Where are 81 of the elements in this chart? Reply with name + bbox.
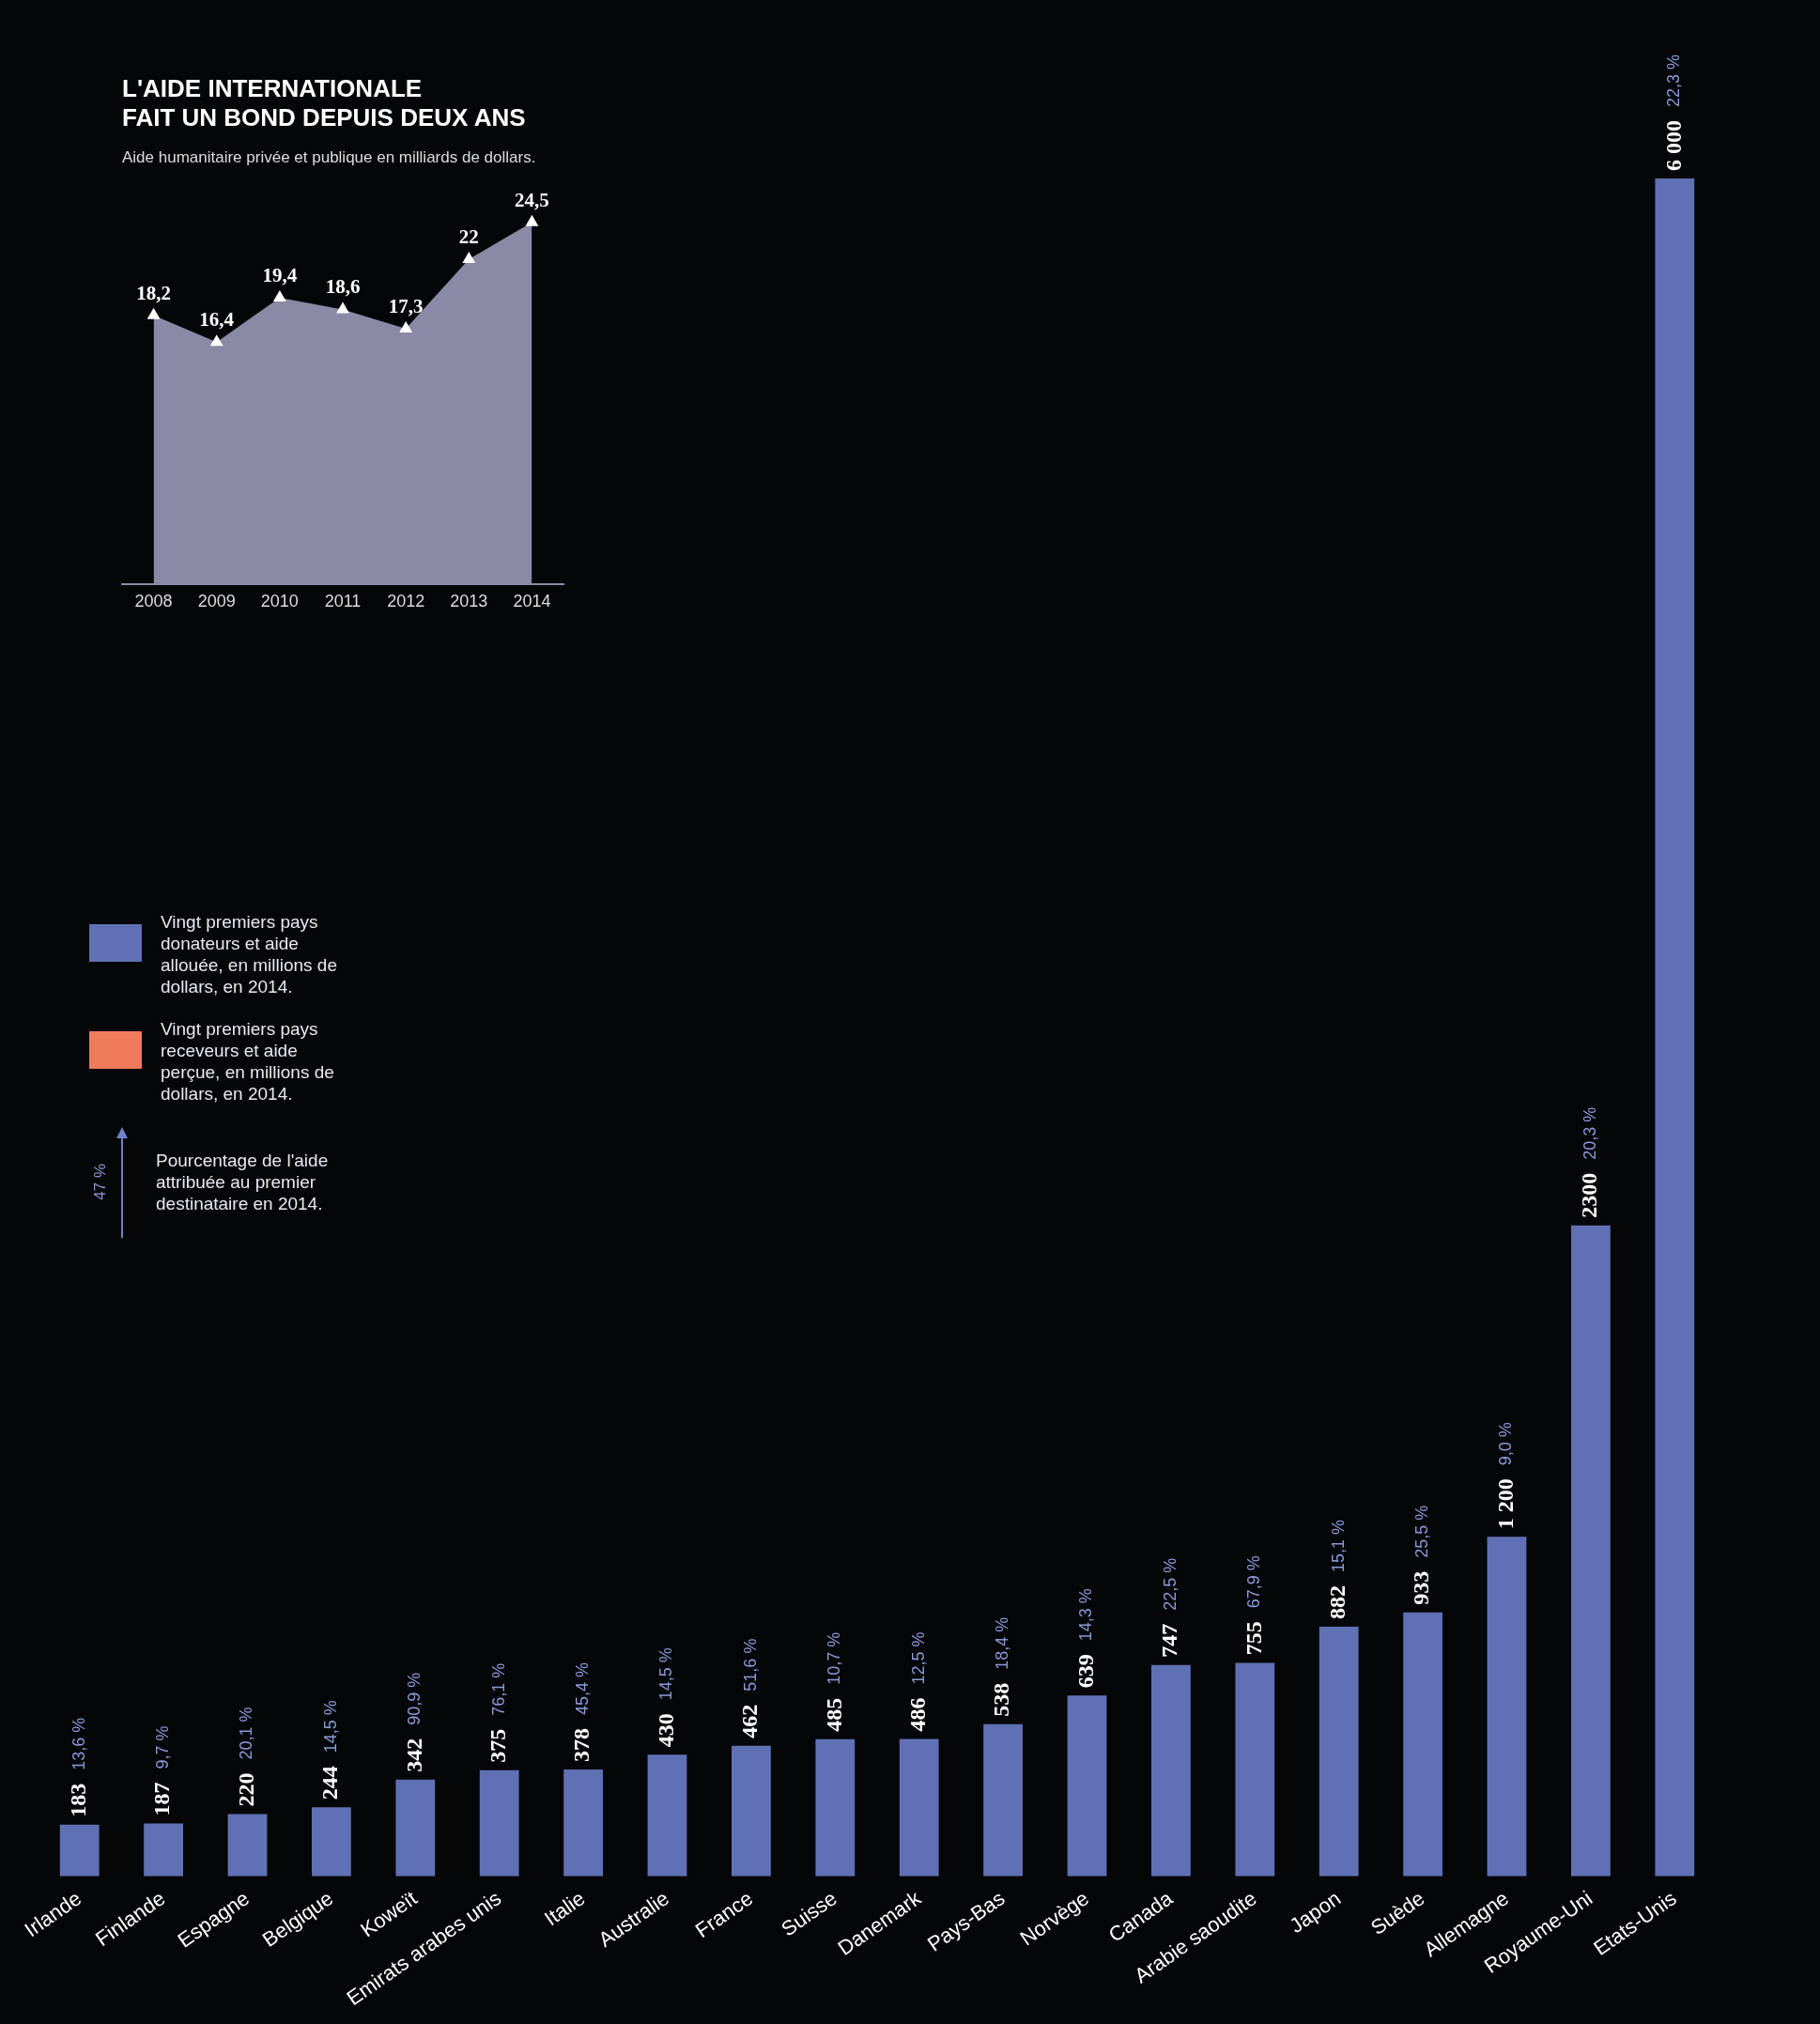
data-label: 430 <box>653 1713 678 1748</box>
x-tick-label: 2008 <box>134 592 173 611</box>
annotation: 76,1 % <box>488 1662 508 1716</box>
data-label: 486 <box>904 1697 930 1732</box>
data-label: 378 <box>569 1727 594 1762</box>
annotation: 20,3 % <box>1580 1106 1599 1160</box>
annotation: 45,4 % <box>573 1661 593 1715</box>
annotation: 90,9 % <box>405 1672 424 1725</box>
bar <box>1235 1662 1275 1877</box>
annotation: 18,4 % <box>993 1616 1012 1670</box>
data-label: 2300 <box>1577 1172 1602 1218</box>
data-label: 18,2 <box>136 281 171 304</box>
annotation: 15,1 % <box>1328 1520 1348 1573</box>
data-label: 220 <box>233 1772 258 1807</box>
annotation: 67,9 % <box>1244 1555 1264 1609</box>
annotation: 10,7 % <box>825 1631 844 1685</box>
data-label: 462 <box>737 1704 763 1738</box>
annotation: 14,5 % <box>656 1647 676 1701</box>
data-label: 183 <box>65 1783 90 1817</box>
annotation: 9,7 % <box>153 1725 173 1769</box>
chart-title: L'AIDE INTERNATIONALE FAIT UN BOND DEPUIS DEUX ANS <box>122 73 526 131</box>
x-tick-label: 2010 <box>260 592 299 611</box>
bar <box>395 1779 436 1877</box>
bar <box>1151 1664 1191 1877</box>
annotation: 13,6 % <box>69 1717 88 1770</box>
legend-label: Vingt premiers pays donateurs et aide allouée, en millions de dollars, en 2014. <box>161 911 338 997</box>
bar <box>1319 1627 1359 1877</box>
x-tick-label: 2013 <box>450 592 488 611</box>
bar <box>899 1738 939 1877</box>
bar <box>1487 1537 1527 1877</box>
data-label: 24,5 <box>515 188 549 211</box>
annotation: 20,1 % <box>237 1707 256 1760</box>
annotation: 51,6 % <box>740 1638 760 1692</box>
data-label: 244 <box>317 1766 343 1800</box>
annotation: 25,5 % <box>1412 1505 1432 1558</box>
annotation: 9,0 % <box>1496 1422 1516 1466</box>
text: 22,3 % <box>1664 54 1684 107</box>
data-label: 19,4 <box>262 263 298 286</box>
annotation: 14,5 % <box>320 1700 340 1754</box>
bar <box>312 1807 351 1877</box>
data-label: 882 <box>1324 1585 1350 1620</box>
bar <box>227 1814 268 1877</box>
annotation: 47 % <box>90 1163 110 1200</box>
data-label: 342 <box>401 1738 426 1772</box>
data-label: 639 <box>1072 1654 1098 1689</box>
bar <box>144 1823 183 1877</box>
data-label: 485 <box>821 1697 846 1732</box>
bar <box>1067 1695 1107 1877</box>
bar <box>1403 1612 1442 1877</box>
data-label: 16,4 <box>199 308 235 332</box>
bar <box>983 1723 1023 1877</box>
bar <box>1571 1225 1611 1877</box>
legend-label: Vingt premiers pays receveurs et aide perçue, en millions de dollars, en 2014. <box>161 1018 335 1105</box>
data-label: 755 <box>1241 1621 1266 1656</box>
data-label: 18,6 <box>325 275 361 299</box>
bar <box>563 1769 603 1877</box>
bar <box>479 1769 519 1877</box>
bar <box>732 1745 771 1877</box>
bar <box>59 1824 100 1877</box>
data-label: 17,3 <box>388 294 424 317</box>
x-tick-label: Italie <box>540 1886 590 1931</box>
data-label: 22 <box>458 224 479 248</box>
x-tick-label: 2009 <box>197 592 236 611</box>
data-label: 375 <box>485 1728 510 1763</box>
annotation: 12,5 % <box>908 1631 928 1685</box>
bar <box>815 1738 856 1877</box>
annotation: 22,5 % <box>1160 1557 1180 1611</box>
data-label: 538 <box>989 1682 1014 1717</box>
annotation: Pourcentage de l'aide attribuée au premier destinataire en 2014. <box>156 1149 330 1214</box>
data-label: 933 <box>1409 1570 1434 1605</box>
data-label: 747 <box>1157 1623 1182 1658</box>
bar <box>647 1754 687 1877</box>
data-label: 6 000 <box>1660 120 1686 171</box>
x-tick-label: 2012 <box>387 592 425 611</box>
data-label: 1 200 <box>1492 1478 1518 1530</box>
x-tick-label: 2014 <box>513 592 551 611</box>
x-tick-label: 2011 <box>324 592 362 611</box>
data-label: 187 <box>149 1782 175 1816</box>
annotation: 14,3 % <box>1076 1588 1096 1642</box>
chart-subtitle: Aide humanitaire privée et publique en milliards de dollars. <box>122 148 536 167</box>
bar <box>1655 178 1695 1877</box>
